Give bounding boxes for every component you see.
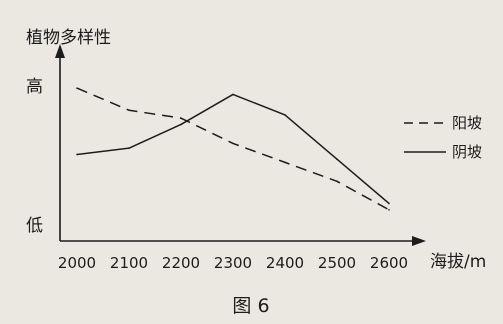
x-axis-arrow: [412, 236, 426, 246]
data-point-1-2500: [336, 158, 338, 161]
data-point-0-2300: [232, 142, 234, 145]
x-axis-title: 海拔/m: [430, 252, 486, 272]
x-tick-label-2500: 2500: [318, 254, 356, 272]
y-tick-label-low: 低: [26, 216, 43, 236]
data-point-1-2100: [128, 147, 130, 149]
data-point-1-2600: [388, 202, 390, 205]
data-point-1-2300: [232, 93, 234, 96]
axes: [55, 44, 426, 246]
x-tick-label-2400: 2400: [266, 254, 304, 272]
x-tick-label-2600: 2600: [370, 254, 408, 272]
x-tick-label-2000: 2000: [58, 254, 96, 272]
data-point-0-2500: [336, 180, 338, 183]
x-tick-label-2100: 2100: [110, 254, 148, 272]
data-point-0-2000: [76, 87, 78, 89]
series-lines: [76, 87, 390, 211]
y-axis-title: 植物多样性: [26, 28, 111, 48]
y-tick-label-high: 高: [26, 77, 43, 97]
data-point-1-2000: [76, 153, 78, 156]
y-axis-arrow: [55, 44, 65, 58]
x-ticks: 2000 2100 2200 2300 2400 2500 2600: [58, 254, 408, 272]
data-point-0-2400: [284, 161, 286, 164]
data-point-0-2200: [180, 117, 182, 119]
data-point-1-2400: [284, 114, 286, 116]
figure-caption: 图 6: [232, 295, 269, 317]
legend-label-1: 阴坡: [452, 143, 482, 161]
series-line-shady-slope: [76, 93, 390, 205]
data-point-1-2200: [180, 123, 182, 126]
legend-label-0: 阳坡: [452, 114, 482, 132]
data-point-0-2100: [128, 109, 130, 112]
data-point-0-2600: [388, 208, 390, 211]
x-tick-label-2200: 2200: [162, 254, 200, 272]
x-tick-label-2300: 2300: [214, 254, 252, 272]
